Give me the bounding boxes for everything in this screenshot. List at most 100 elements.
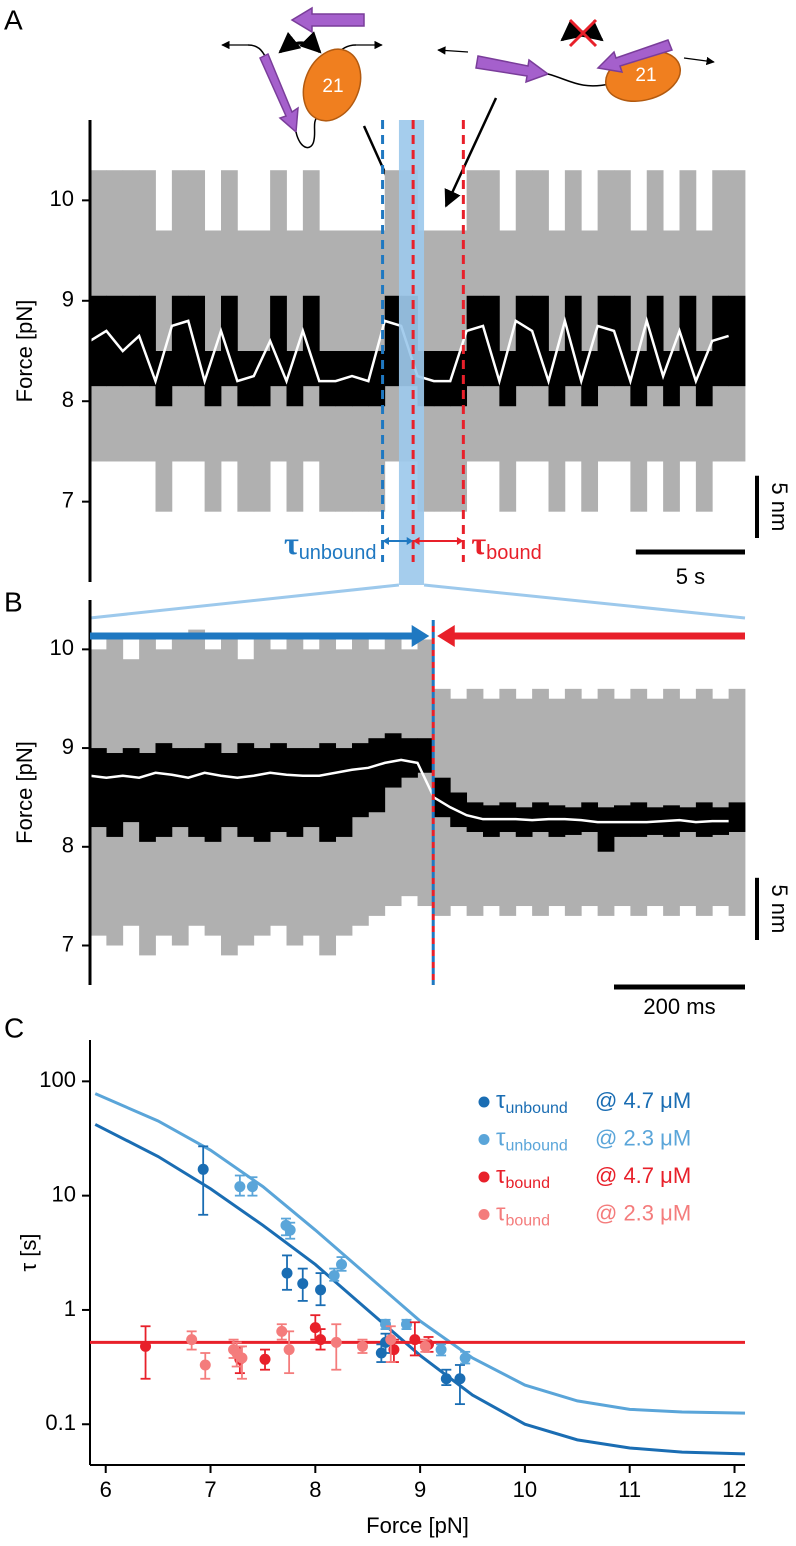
trace-filtered: [155, 351, 173, 407]
trace-filtered: [335, 748, 353, 837]
data-point: [259, 1353, 271, 1365]
trace-filtered: [171, 295, 189, 387]
data-point: [315, 1334, 327, 1346]
x-tick-label: 6: [100, 1477, 112, 1502]
trace-filtered: [614, 295, 631, 387]
trace-filtered: [679, 295, 697, 387]
zoom-guide: [89, 583, 400, 620]
zoom-guide: [423, 583, 746, 620]
linker: [295, 115, 319, 149]
legend-subscript: unbound: [505, 1100, 567, 1117]
trace-filtered: [483, 805, 500, 837]
trace-filtered: [581, 802, 599, 832]
trace-raw: [712, 698, 730, 907]
fit-line: [94, 1092, 746, 1415]
trace-filtered: [221, 295, 238, 387]
legend-name: @ 2.3 μM: [595, 1125, 691, 1150]
legend-subscript: bound: [505, 1175, 550, 1192]
dwell-symbol: τ: [284, 525, 299, 561]
smoothed-trace: [89, 758, 729, 824]
trace-filtered: [679, 807, 697, 832]
trace-filtered: [384, 295, 402, 387]
exchange-arrow: [278, 31, 322, 54]
trace-filtered: [433, 777, 451, 818]
dwell-subscript: unbound: [299, 542, 377, 564]
data-point: [440, 1373, 452, 1385]
trace-filtered: [221, 753, 238, 828]
data-point: [315, 1284, 327, 1296]
data-point: [459, 1352, 471, 1364]
trace-filtered: [319, 743, 337, 842]
x-tick-label: 12: [722, 1477, 746, 1502]
trace-filtered: [286, 748, 304, 837]
y-tick-label: 8: [62, 833, 74, 858]
trace-filtered: [122, 748, 140, 823]
legend-marker: [478, 1134, 490, 1145]
trace-raw: [679, 698, 697, 907]
x-tick-label: 9: [414, 1477, 426, 1502]
linker: [547, 73, 611, 87]
legend-marker: [478, 1096, 490, 1108]
legend-marker: [478, 1209, 490, 1220]
pointer-arrow: [444, 97, 498, 208]
y-tick-label: 10: [50, 186, 74, 211]
trace-filtered: [433, 351, 451, 407]
data-point: [283, 1344, 295, 1356]
dwell-arrowhead: [382, 537, 389, 545]
trace-filtered: [728, 802, 746, 832]
trace-raw: [515, 698, 533, 907]
pull-arrow: [437, 46, 469, 55]
data-point: [186, 1334, 198, 1346]
scale-bar-label: 5 s: [676, 564, 705, 589]
trace-filtered: [515, 295, 533, 387]
data-point: [199, 1359, 211, 1371]
trace-filtered: [302, 295, 320, 387]
trace-filtered: [352, 743, 369, 818]
y-axis-label: τ [s]: [16, 1233, 41, 1271]
trace-filtered: [466, 295, 484, 387]
legend-name: @ 4.7 μM: [595, 1088, 691, 1113]
trace-filtered: [139, 753, 156, 842]
legend-symbol: τ: [496, 1087, 506, 1114]
panel-label: C: [4, 1012, 24, 1043]
dwell-arrowhead: [456, 537, 464, 545]
trace-filtered: [253, 748, 271, 842]
domain-arrow: [596, 39, 673, 73]
trace-filtered: [237, 743, 255, 837]
trace-filtered: [630, 351, 648, 407]
trace-filtered: [532, 802, 549, 832]
data-point: [284, 1224, 296, 1236]
protein-label: 21: [322, 76, 343, 97]
y-axis-label: Force [pN]: [12, 741, 37, 844]
trace-raw: [564, 688, 582, 916]
state-arrowhead: [437, 625, 455, 647]
data-point: [297, 1278, 309, 1290]
trace-filtered: [90, 295, 107, 387]
data-point: [419, 1340, 431, 1352]
y-tick-label: 1: [64, 1296, 76, 1321]
legend-label: τbound: [496, 1200, 550, 1230]
data-point: [236, 1352, 248, 1364]
y-tick-label: 9: [62, 734, 74, 759]
trace-filtered: [368, 738, 386, 813]
data-point: [140, 1340, 152, 1352]
domain-arrow: [290, 6, 365, 34]
data-point: [435, 1344, 447, 1356]
data-point: [246, 1181, 258, 1193]
data-point: [234, 1181, 246, 1193]
dwell-subscript: bound: [486, 542, 542, 564]
trace-raw: [597, 688, 615, 916]
trace-filtered: [319, 351, 337, 407]
trace-raw: [548, 698, 566, 907]
trace-filtered: [90, 748, 107, 828]
legend-name: @ 4.7 μM: [595, 1163, 691, 1188]
legend-subscript: unbound: [505, 1138, 567, 1155]
trace-filtered: [139, 295, 156, 387]
state-arrowhead: [411, 625, 430, 647]
trace-filtered: [270, 743, 287, 832]
trace-filtered: [499, 802, 517, 832]
panel-label: A: [4, 4, 23, 35]
trace-filtered: [417, 738, 435, 773]
